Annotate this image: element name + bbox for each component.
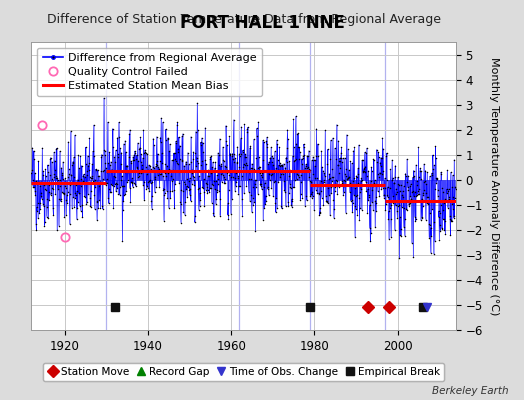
- Text: FORT HALL 1 NNE: FORT HALL 1 NNE: [180, 14, 344, 32]
- Y-axis label: Monthly Temperature Anomaly Difference (°C): Monthly Temperature Anomaly Difference (…: [488, 57, 498, 315]
- Title: Difference of Station Temperature Data from Regional Average: Difference of Station Temperature Data f…: [47, 12, 441, 26]
- Legend: Station Move, Record Gap, Time of Obs. Change, Empirical Break: Station Move, Record Gap, Time of Obs. C…: [43, 363, 444, 381]
- Text: Berkeley Earth: Berkeley Earth: [432, 386, 508, 396]
